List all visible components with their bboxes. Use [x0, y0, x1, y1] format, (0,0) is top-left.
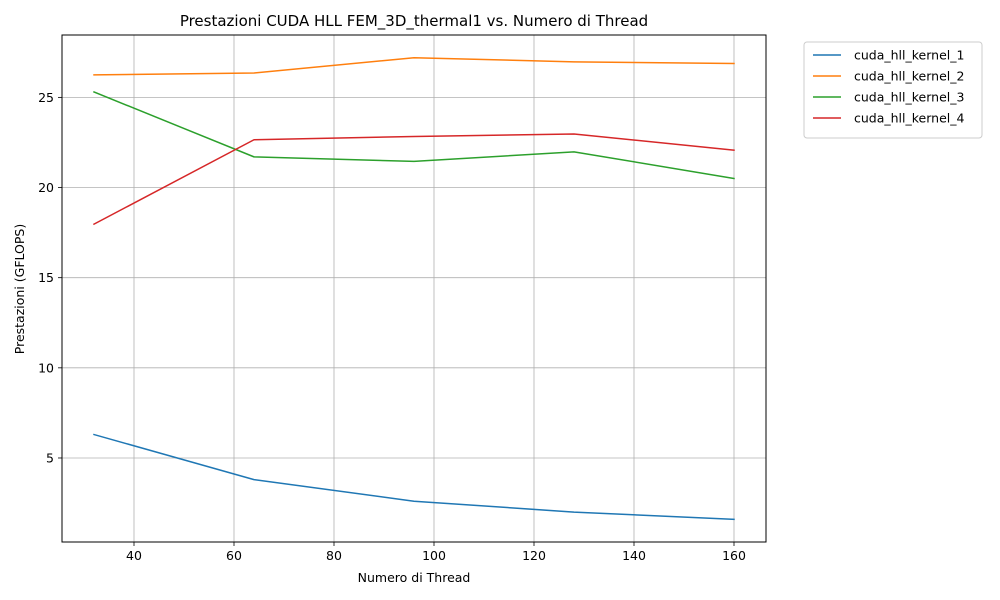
series-line-cuda_hll_kernel_2 [93, 56, 735, 76]
data-point [93, 223, 95, 225]
series-line-cuda_hll_kernel_1 [93, 433, 735, 521]
x-tick-label: 120 [522, 548, 546, 563]
chart-title: Prestazioni CUDA HLL FEM_3D_thermal1 vs.… [180, 12, 648, 31]
data-point [573, 151, 575, 153]
x-tick-label: 80 [326, 548, 342, 563]
data-point [733, 63, 735, 65]
legend-entry: cuda_hll_kernel_3 [854, 90, 964, 105]
legend-entry: cuda_hll_kernel_1 [854, 48, 964, 63]
data-point [413, 57, 415, 59]
series-line-cuda_hll_kernel_3 [93, 90, 735, 180]
data-point [733, 178, 735, 180]
grid [62, 35, 766, 542]
x-tick-label: 60 [226, 548, 242, 563]
x-tick-label: 40 [126, 548, 142, 563]
x-axis-label: Numero di Thread [358, 570, 471, 585]
data-point [93, 74, 95, 76]
data-point [413, 160, 415, 162]
legend-frame [803, 41, 983, 139]
y-tick-label: 25 [38, 90, 54, 105]
data-point [733, 518, 735, 520]
legend: cuda_hll_kernel_1 cuda_hll_kernel_2 cuda_h… [803, 41, 983, 139]
data-point [93, 434, 95, 436]
y-axis-ticks: 5 10 15 20 25 [38, 90, 62, 465]
data-point [253, 479, 255, 481]
data-point [253, 156, 255, 158]
data-point [93, 91, 95, 93]
data-point [413, 500, 415, 502]
data-point [253, 72, 255, 74]
data-point [573, 61, 575, 63]
y-tick-label: 15 [38, 270, 54, 285]
x-tick-label: 140 [622, 548, 646, 563]
x-axis-ticks: 40 60 80 100 120 140 160 [126, 542, 746, 563]
plot-frame [61, 34, 767, 543]
y-axis-label: Prestazioni (GFLOPS) [12, 224, 27, 354]
data-point [253, 139, 255, 141]
data-point [573, 511, 575, 513]
data-point [733, 149, 735, 151]
series-line-cuda_hll_kernel_4 [92, 133, 735, 226]
y-tick-label: 5 [46, 450, 54, 465]
data-point [573, 133, 575, 135]
y-tick-label: 10 [38, 360, 54, 375]
data-point [413, 136, 415, 138]
series-lines [92, 56, 735, 521]
y-tick-label: 20 [38, 180, 54, 195]
legend-entry: cuda_hll_kernel_2 [854, 69, 964, 84]
x-tick-label: 160 [722, 548, 746, 563]
x-tick-label: 100 [422, 548, 446, 563]
legend-entry: cuda_hll_kernel_4 [854, 111, 964, 126]
